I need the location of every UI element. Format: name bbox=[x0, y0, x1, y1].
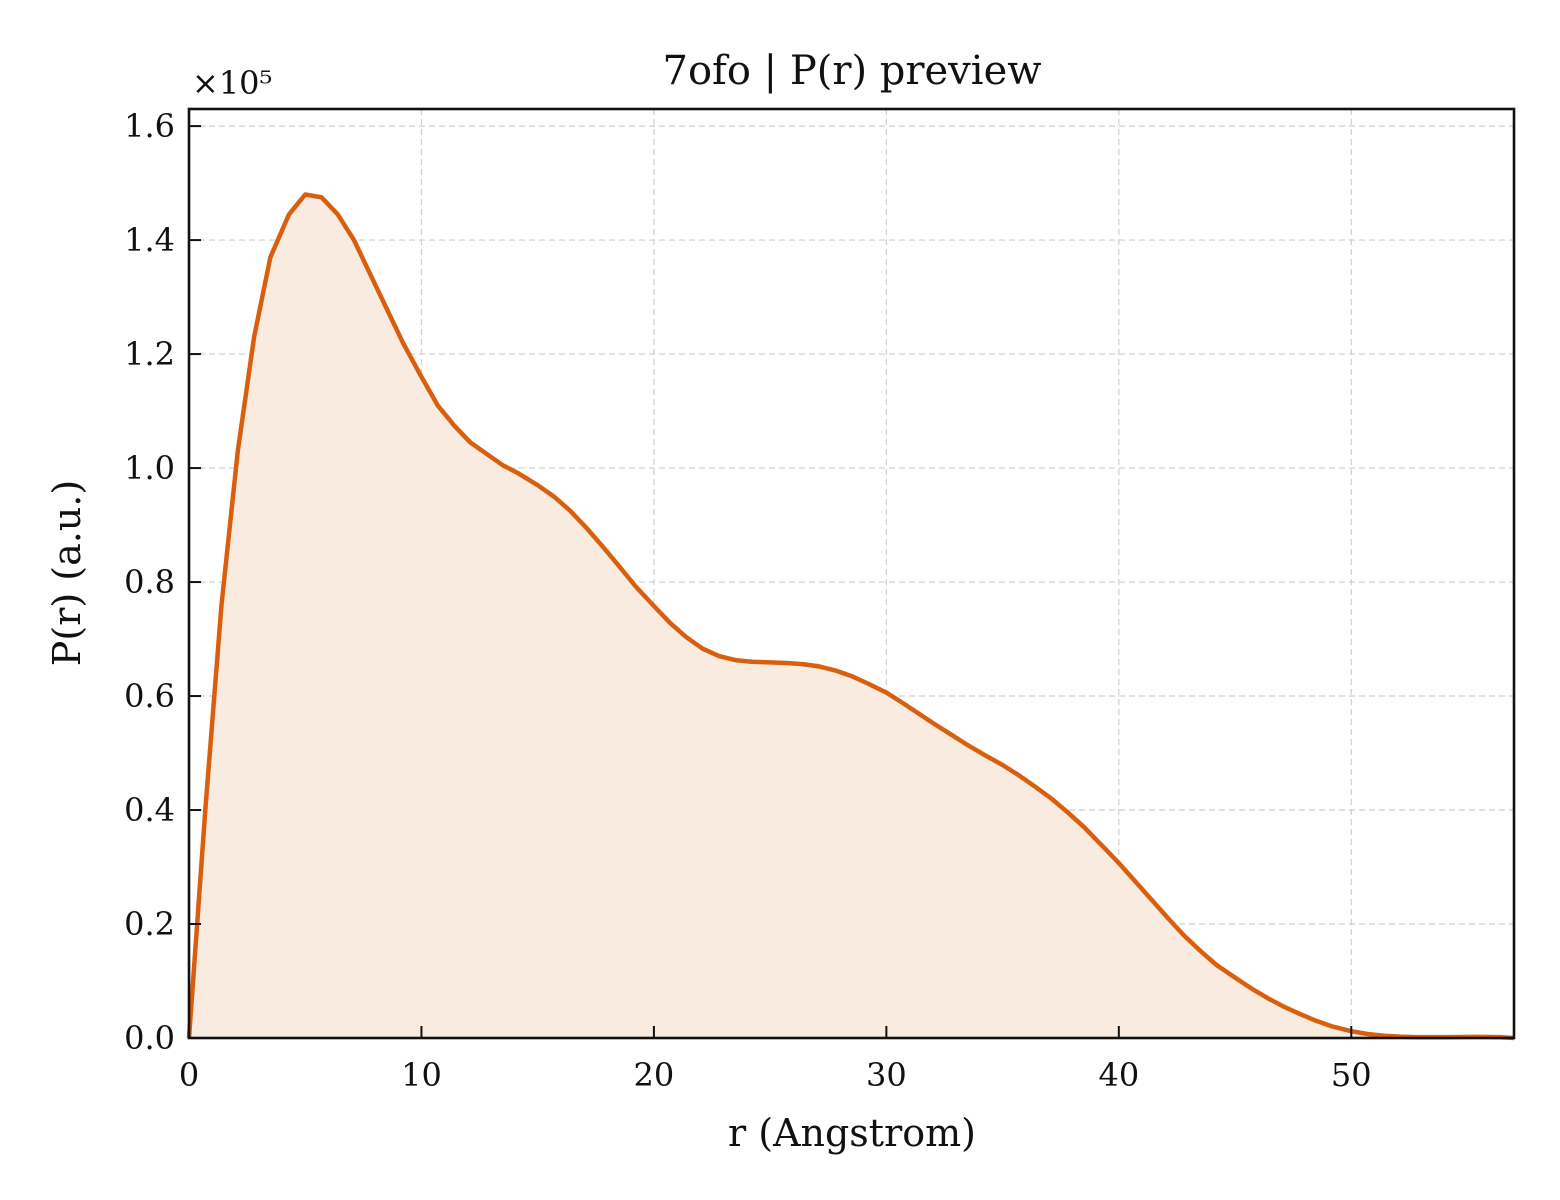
x-tick-label: 30 bbox=[866, 1056, 907, 1094]
chart-title: 7ofo | P(r) preview bbox=[663, 48, 1042, 94]
x-tick-label: 10 bbox=[401, 1056, 442, 1094]
y-axis-label: P(r) (a.u.) bbox=[45, 480, 89, 666]
y-tick-label: 0.4 bbox=[124, 791, 175, 829]
y-tick-label: 1.2 bbox=[124, 335, 175, 373]
y-tick-label: 1.4 bbox=[124, 221, 175, 259]
y-tick-label: 1.0 bbox=[124, 449, 175, 487]
x-axis-label: r (Angstrom) bbox=[728, 1111, 976, 1155]
x-axis: 0 10 20 30 40 50 bbox=[179, 1026, 1372, 1094]
plot-frame bbox=[187, 107, 1516, 1040]
y-tick-label: 1.6 bbox=[124, 107, 175, 145]
area-fill bbox=[189, 194, 1514, 1038]
y-tick-label: 0.2 bbox=[124, 905, 175, 943]
y-offset-label: ×10⁵ bbox=[192, 64, 272, 102]
x-tick-label: 40 bbox=[1098, 1056, 1139, 1094]
y-tick-label: 0.8 bbox=[124, 563, 175, 601]
x-tick-label: 50 bbox=[1331, 1056, 1372, 1094]
x-tick-label: 0 bbox=[179, 1056, 199, 1094]
x-tick-label: 20 bbox=[634, 1056, 675, 1094]
series-line bbox=[186, 192, 1515, 1041]
y-tick-label: 0.0 bbox=[124, 1019, 175, 1057]
y-tick-label: 0.6 bbox=[124, 677, 175, 715]
y-axis: 0.0 0.2 0.4 0.6 0.8 1.0 1.2 1.4 1.6 bbox=[124, 107, 201, 1057]
